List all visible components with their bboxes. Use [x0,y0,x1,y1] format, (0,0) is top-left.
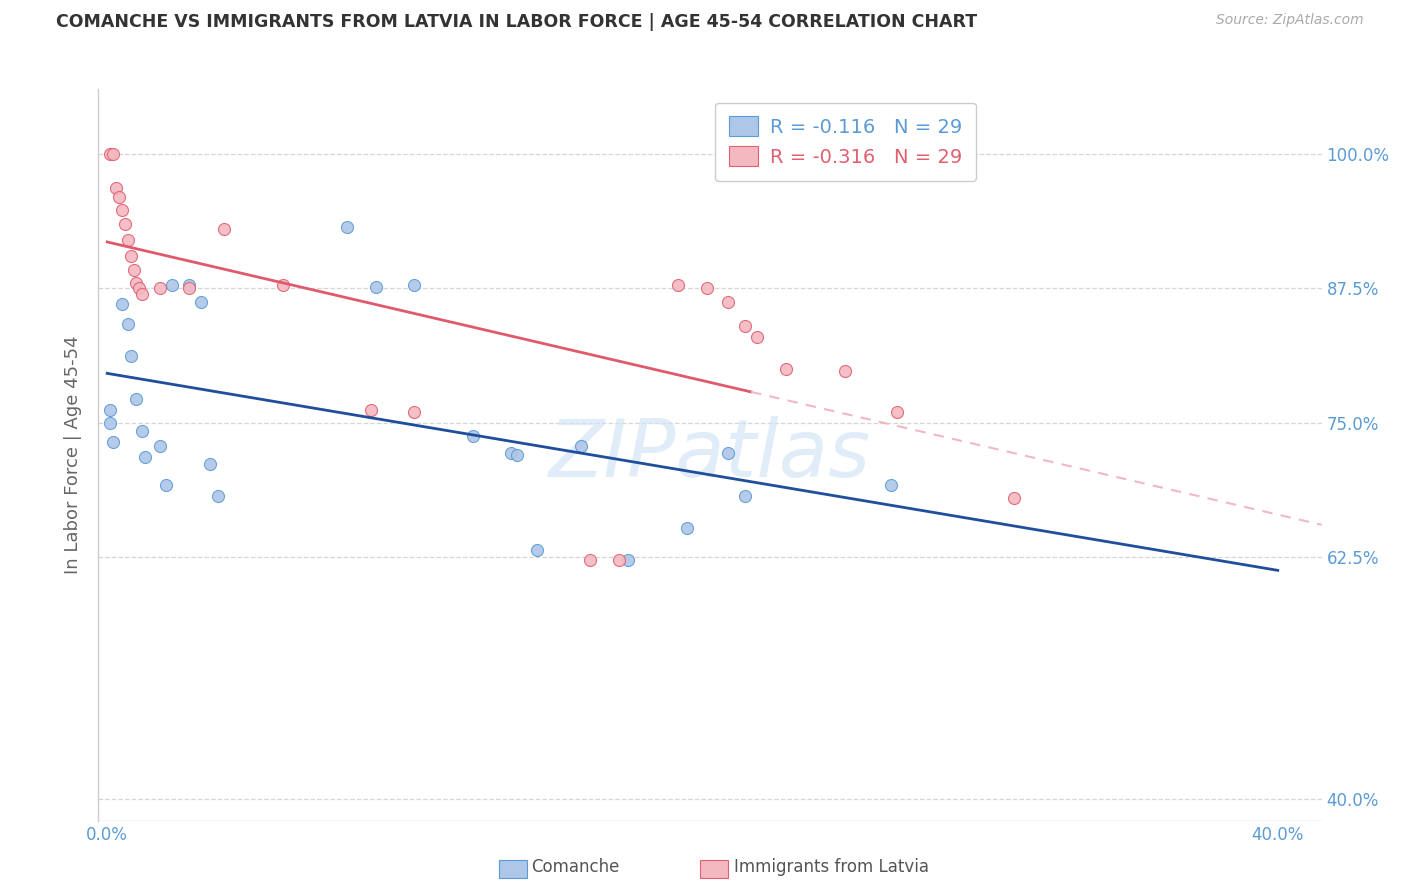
Point [101,146,124,161]
Point [98,416,121,430]
Point [886,405,908,419]
Point [160,277,183,292]
Point [125,276,148,290]
Point [404,405,426,419]
Point [212,222,235,236]
Point [111,297,134,311]
Point [607,553,630,567]
Point [666,277,689,292]
Point [775,362,797,376]
Point [108,190,131,204]
Point [114,217,136,231]
Point [131,424,153,438]
Point [179,281,201,295]
Point [696,281,718,295]
Point [271,277,294,292]
Point [134,450,156,464]
Point [207,489,229,503]
Text: Immigrants from Latvia: Immigrants from Latvia [734,858,929,876]
Text: COMANCHE VS IMMIGRANTS FROM LATVIA IN LABOR FORCE | AGE 45-54 CORRELATION CHART: COMANCHE VS IMMIGRANTS FROM LATVIA IN LA… [56,13,977,31]
Text: Source: ZipAtlas.com: Source: ZipAtlas.com [1216,13,1364,28]
Point [499,446,522,460]
Point [190,295,212,310]
Point [111,202,134,217]
Point [120,349,142,363]
Point [149,281,172,295]
Point [179,277,201,292]
Point [734,318,756,333]
Point [336,219,359,234]
Text: Comanche: Comanche [531,858,620,876]
Point [98,146,121,161]
Point [120,249,142,263]
Point [579,553,602,567]
Point [366,280,388,294]
Point [117,317,139,331]
Point [1002,491,1025,505]
Point [149,439,172,453]
Point [155,478,177,492]
Point [131,286,153,301]
Point [617,553,640,567]
Point [716,446,738,460]
Point [104,181,127,195]
Point [117,233,139,247]
Point [506,448,529,462]
Legend: R = -0.116   N = 29, R = -0.316   N = 29: R = -0.116 N = 29, R = -0.316 N = 29 [716,103,976,180]
Point [101,435,124,450]
Point [834,364,856,378]
Point [98,402,121,417]
Point [734,489,756,503]
Point [198,457,221,471]
Point [675,521,697,535]
Point [125,392,148,406]
Point [569,439,592,453]
Point [745,329,768,343]
Point [880,478,903,492]
Text: ZIPatlas: ZIPatlas [548,416,872,494]
Point [716,295,738,310]
Point [404,277,426,292]
Point [360,402,382,417]
Point [526,542,548,557]
Point [461,428,484,442]
Point [128,281,150,295]
Y-axis label: In Labor Force | Age 45-54: In Labor Force | Age 45-54 [65,335,83,574]
Point [122,263,145,277]
